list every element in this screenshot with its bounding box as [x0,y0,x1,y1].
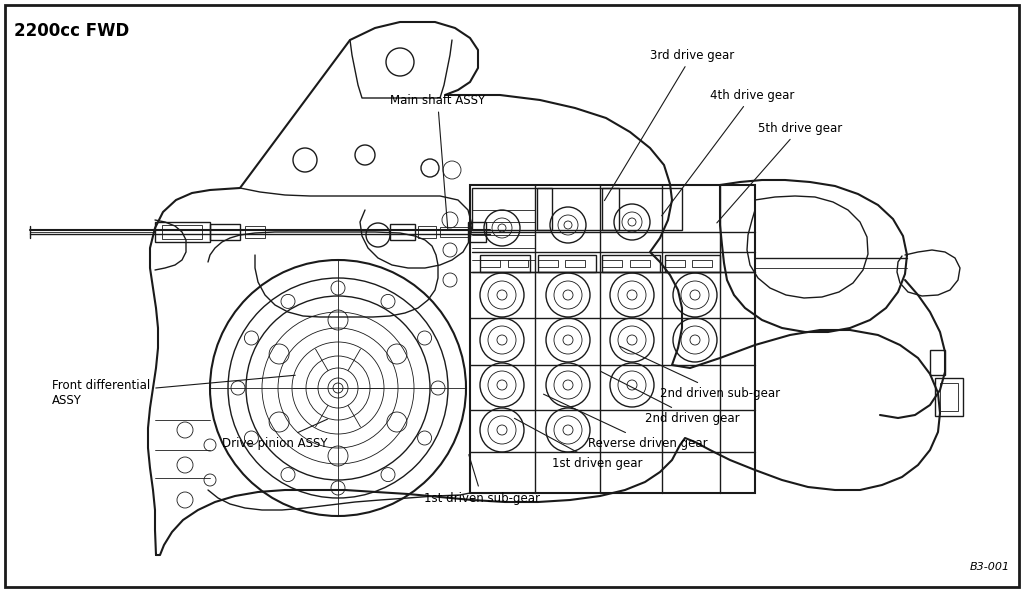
Text: Drive pinion ASSY: Drive pinion ASSY [222,419,328,449]
Bar [470,185,755,493]
Bar [508,260,528,267]
Bar [602,188,682,230]
Bar [480,255,530,272]
Bar [468,222,486,242]
Text: Reverse driven gear: Reverse driven gear [544,394,708,449]
Text: B3-001: B3-001 [970,562,1010,572]
Text: 2200cc FWD: 2200cc FWD [14,22,129,40]
Bar [245,226,265,238]
Text: 4th drive gear: 4th drive gear [662,88,795,215]
Bar [630,260,650,267]
Text: 3rd drive gear: 3rd drive gear [604,49,734,201]
Bar [537,188,618,230]
Bar [472,188,552,230]
Text: 1st driven gear: 1st driven gear [514,419,642,469]
Bar [418,226,436,238]
Text: 5th drive gear: 5th drive gear [717,121,843,223]
Text: Front differential
ASSY: Front differential ASSY [52,375,295,407]
Bar [935,378,963,416]
Bar [538,260,558,267]
Bar [162,225,202,239]
Bar [692,260,712,267]
Bar [210,224,240,240]
Bar [930,350,945,375]
Bar [390,224,415,240]
Bar [602,260,622,267]
Text: 2nd driven gear: 2nd driven gear [600,371,739,424]
Bar [565,260,585,267]
Bar [665,255,720,272]
Bar [665,260,685,267]
Text: 2nd driven sub-gear: 2nd driven sub-gear [620,346,780,400]
Text: 1st driven sub-gear: 1st driven sub-gear [424,455,540,504]
Bar [602,255,660,272]
Bar [440,227,470,237]
Bar [940,383,958,411]
Bar [538,255,596,272]
Bar [480,260,500,267]
Bar [155,222,210,242]
Text: Main shaft ASSY: Main shaft ASSY [390,94,485,229]
